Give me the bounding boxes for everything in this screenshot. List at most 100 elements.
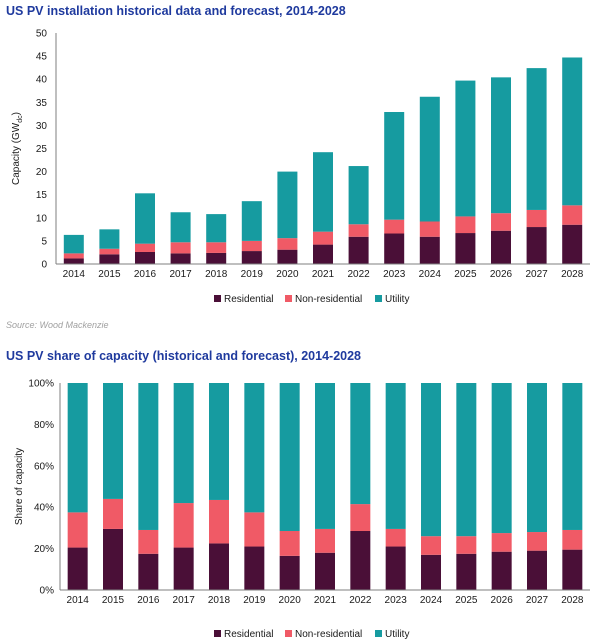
bar-residential-2021: [313, 244, 333, 264]
y-tick-label: 20: [36, 167, 48, 178]
x-tick-label: 2020: [279, 595, 302, 606]
bar-utility-2023: [384, 112, 405, 220]
bar-residential-2014: [67, 547, 88, 590]
chart-2-title: US PV share of capacity (historical and …: [6, 349, 362, 363]
bar-non-residential-2025: [455, 216, 476, 234]
y-axis-label-end: ): [11, 112, 22, 115]
x-tick-label: 2016: [137, 595, 160, 606]
x-tick-label: 2014: [63, 269, 86, 280]
bar-residential-2022: [350, 531, 371, 590]
y-tick-label: 35: [36, 98, 48, 109]
bar-utility-2020: [277, 171, 298, 239]
x-tick-label: 2017: [173, 595, 196, 606]
x-tick-label: 2014: [67, 595, 90, 606]
legend-swatch-utility: [375, 295, 382, 302]
bar-residential-2014: [63, 258, 84, 264]
x-tick-label: 2023: [383, 269, 406, 280]
x-tick-label: 2021: [314, 595, 337, 606]
bar-utility-2021: [315, 383, 335, 529]
y-tick-label: 80%: [34, 420, 54, 431]
bar-utility-2019: [241, 201, 262, 241]
x-tick-label: 2021: [312, 269, 335, 280]
x-tick-label: 2026: [491, 595, 514, 606]
bar-utility-2017: [170, 212, 191, 243]
bar-non-residential-2025: [456, 536, 477, 554]
bar-utility-2020: [279, 383, 300, 532]
bar-non-residential-2021: [315, 528, 335, 553]
bar-utility-2016: [138, 383, 159, 530]
bar-non-residential-2028: [562, 529, 583, 550]
bar-residential-2015: [99, 254, 120, 264]
bar-residential-2024: [421, 554, 441, 590]
bar-residential-2016: [138, 553, 159, 590]
bar-non-residential-2018: [209, 499, 229, 544]
bar-non-residential-2026: [491, 533, 512, 552]
x-tick-label: 2027: [526, 595, 549, 606]
bar-residential-2019: [241, 251, 262, 264]
x-tick-label: 2022: [347, 269, 370, 280]
x-tick-label: 2019: [243, 595, 266, 606]
x-tick-label: 2022: [349, 595, 372, 606]
x-tick-label: 2020: [276, 269, 299, 280]
bar-residential-2017: [173, 547, 194, 590]
bar-non-residential-2023: [385, 528, 406, 547]
bar-utility-2016: [135, 193, 155, 244]
bar-residential-2028: [562, 224, 583, 264]
bar-residential-2025: [455, 233, 476, 264]
bar-utility-2015: [99, 229, 120, 249]
bar-utility-2024: [419, 96, 440, 222]
x-tick-label: 2024: [420, 595, 443, 606]
bar-residential-2018: [209, 543, 229, 590]
bar-utility-2019: [244, 383, 265, 513]
legend-label-utility: Utility: [385, 629, 409, 640]
x-tick-label: 2024: [419, 269, 442, 280]
bar-non-residential-2028: [562, 205, 583, 225]
bar-utility-2014: [63, 234, 84, 254]
x-tick-label: 2028: [561, 595, 584, 606]
bar-utility-2014: [67, 383, 88, 513]
bar-residential-2024: [419, 236, 440, 264]
bar-non-residential-2015: [99, 248, 120, 255]
bar-utility-2027: [526, 68, 547, 210]
x-tick-label: 2016: [134, 269, 157, 280]
y-axis-label: Capacity (GWdc): [11, 112, 24, 185]
bar-utility-2018: [209, 383, 229, 500]
x-tick-label: 2017: [169, 269, 192, 280]
y-tick-label: 0%: [40, 586, 55, 597]
bar-residential-2026: [491, 551, 512, 590]
bar-non-residential-2017: [170, 242, 191, 254]
y-tick-label: 40: [36, 75, 48, 86]
bar-non-residential-2019: [244, 512, 265, 547]
bar-residential-2027: [526, 227, 547, 264]
bar-residential-2020: [277, 249, 298, 264]
bar-non-residential-2026: [491, 213, 511, 231]
bar-residential-2022: [348, 236, 369, 264]
bar-utility-2018: [206, 214, 227, 243]
bar-utility-2022: [350, 383, 371, 505]
legend-label-residential: Residential: [224, 294, 273, 305]
y-axis-label: Share of capacity: [14, 448, 25, 525]
bar-non-residential-2027: [526, 209, 547, 228]
x-tick-label: 2028: [561, 269, 584, 280]
bar-utility-2028: [562, 383, 583, 530]
legend-swatch-utility: [375, 630, 382, 637]
x-tick-label: 2018: [205, 269, 228, 280]
bar-utility-2017: [173, 383, 194, 504]
bar-non-residential-2014: [63, 253, 84, 259]
bar-non-residential-2024: [421, 536, 441, 555]
x-tick-label: 2018: [208, 595, 231, 606]
bar-non-residential-2015: [103, 498, 123, 529]
y-tick-label: 0: [41, 260, 47, 271]
bar-residential-2019: [244, 546, 265, 590]
y-tick-label: 25: [36, 144, 48, 155]
chart-1-title: US PV installation historical data and f…: [6, 4, 346, 18]
bar-utility-2023: [385, 383, 406, 529]
x-tick-label: 2026: [490, 269, 513, 280]
bar-utility-2022: [348, 166, 369, 225]
bar-residential-2025: [456, 553, 477, 590]
bar-residential-2017: [170, 253, 191, 264]
bar-utility-2028: [562, 57, 583, 206]
legend-label-utility: Utility: [385, 294, 409, 305]
